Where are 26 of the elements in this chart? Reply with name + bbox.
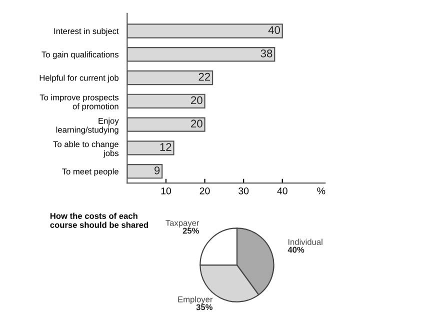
x-tick-label: % (317, 188, 326, 194)
slice-label: Taxpayer (166, 220, 200, 228)
data-label: 12 (160, 143, 172, 151)
y-tick-label: Interest in subject (54, 28, 119, 36)
y-tick-label: To meet people (62, 168, 118, 176)
chart-title: How the costs of each course should be shared (50, 212, 148, 228)
y-tick-label: To gain qualifications (42, 51, 119, 60)
slice-label: Individual (288, 238, 322, 245)
x-tick-label: 10 (161, 187, 171, 194)
data-label: 38 (260, 49, 272, 58)
y-tick-label: To improve prospects of promotion (40, 94, 119, 112)
x-tick-label: 40 (277, 187, 288, 194)
x-tick-label: 20 (200, 187, 210, 194)
data-label: 9 (154, 166, 160, 174)
y-tick-label: Helpful for current job (40, 74, 118, 83)
data-label: 25% (182, 228, 200, 234)
x-tick-label: 30 (238, 187, 249, 194)
data-label: 40 (268, 26, 280, 34)
slice-label: Employer (178, 296, 213, 304)
data-label: 20 (191, 96, 202, 104)
data-label: 20 (191, 120, 202, 128)
data-label: 22 (198, 72, 210, 81)
data-label: 40% (288, 246, 304, 253)
y-tick-label: To able to change jobs (53, 141, 119, 158)
y-tick-label: Enjoy learning/studying (56, 118, 119, 134)
data-label: 35% (196, 304, 213, 310)
